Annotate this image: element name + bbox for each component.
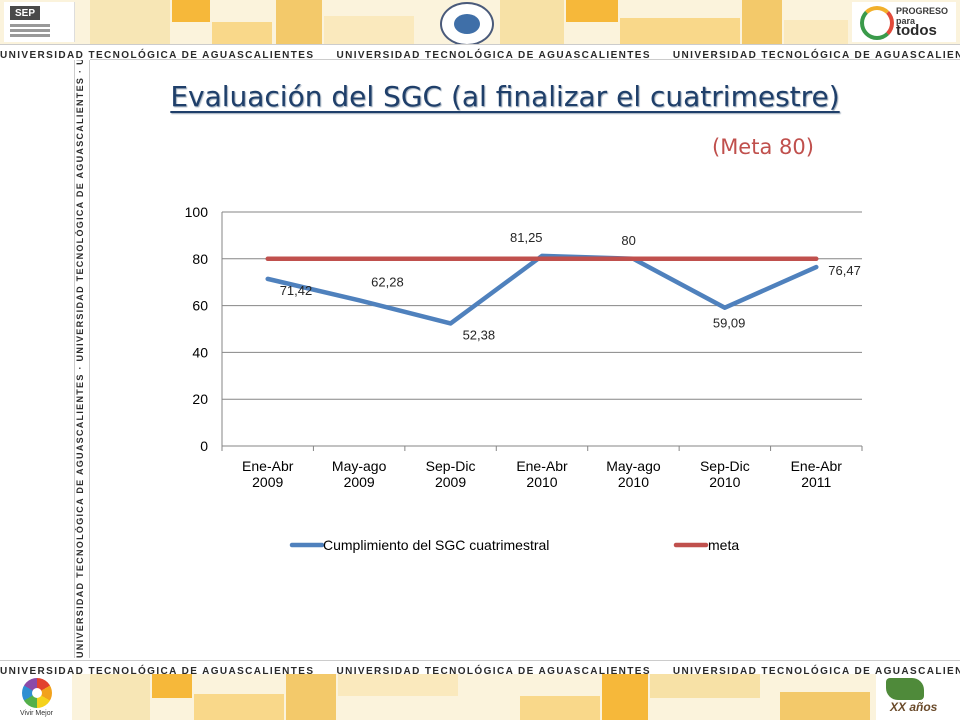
vband-text: UNIVERSIDAD TECNOLÓGICA DE AGUASCALIENTE… <box>75 373 85 658</box>
xx-anos-label: XX años <box>890 700 938 714</box>
legend-label-cumplimiento: Cumplimiento del SGC cuatrimestral <box>323 537 549 553</box>
x-tick-label: Ene-Abr 2011 <box>791 458 843 490</box>
banner-tile <box>338 674 458 696</box>
x-tick-label: May-ago 2009 <box>332 458 387 490</box>
y-tick-label: 100 <box>185 204 209 220</box>
vband-text: UNIVERSIDAD TECNOLÓGICA DE AGUASCALIENTE… <box>75 76 85 362</box>
band-text: UNIVERSIDAD TECNOLÓGICA DE AGUASCALIENTE… <box>672 50 960 60</box>
progreso-text: PROGRESO para todos <box>896 6 949 39</box>
band-text: UNIVERSIDAD TECNOLÓGICA DE AGUASCALIENTE… <box>336 50 651 60</box>
vertical-university-band: UNIVERSIDAD TECNOLÓGICA DE AGUASCALIENTE… <box>74 60 90 658</box>
bottom-banner: Vivir Mejor XX años <box>0 674 960 720</box>
banner-tile <box>324 16 414 44</box>
slide-title: Evaluación del SGC (al finalizar el cuat… <box>170 80 840 113</box>
data-label: 62,28 <box>371 274 404 289</box>
banner-tile <box>172 0 210 22</box>
banner-tile <box>602 674 648 720</box>
data-label: 81,25 <box>510 230 543 245</box>
progreso-circle-icon <box>860 6 894 40</box>
banner-tile <box>620 18 740 44</box>
strip-tile <box>0 78 70 198</box>
banner-tile <box>784 20 848 44</box>
y-tick-label: 20 <box>192 391 208 407</box>
xx-anos-logo: XX años <box>876 674 960 720</box>
data-label: 59,09 <box>713 316 746 331</box>
x-tick-label: May-ago 2010 <box>606 458 661 490</box>
band-text: UNIVERSIDAD TECNOLÓGICA DE AGUASCALIENTE… <box>0 666 315 676</box>
data-label: 80 <box>621 233 635 248</box>
banner-tile <box>650 674 760 698</box>
top-banner: SEP PROGRESO para todos <box>0 0 960 44</box>
banner-tile <box>90 674 150 720</box>
slide-subtitle: (Meta 80) <box>712 135 814 159</box>
x-tick-label: Ene-Abr 2010 <box>516 458 568 490</box>
y-tick-label: 40 <box>192 344 208 360</box>
banner-tile <box>780 692 870 720</box>
banner-tile <box>90 0 170 44</box>
series-line-cumplimiento <box>265 253 819 326</box>
data-label: 52,38 <box>463 327 496 342</box>
banner-tile <box>152 674 192 698</box>
band-text: UNIVERSIDAD TECNOLÓGICA DE AGUASCALIENTE… <box>0 50 315 60</box>
vivir-mejor-logo: Vivir Mejor <box>0 674 72 720</box>
banner-tile <box>276 0 322 44</box>
flower-icon <box>22 678 52 708</box>
sep-badge: SEP <box>10 6 40 20</box>
progreso-line1: PROGRESO <box>896 6 949 16</box>
banner-tile <box>212 22 272 44</box>
sep-text-lines <box>10 24 50 27</box>
sep-logo: SEP <box>4 2 75 42</box>
left-strip <box>0 58 90 658</box>
banner-tile <box>194 694 284 720</box>
y-tick-label: 80 <box>192 251 208 267</box>
progreso-line2: para <box>896 16 916 26</box>
banner-tile <box>742 0 782 44</box>
ut-mark-icon <box>886 678 924 700</box>
x-tick-label: Ene-Abr 2009 <box>242 458 294 490</box>
banner-tile <box>566 0 618 22</box>
legend-label-meta: meta <box>708 537 739 553</box>
x-tick-label: Sep-Dic 2009 <box>426 458 476 490</box>
banner-tile <box>520 696 600 720</box>
data-label: 76,47 <box>828 263 861 278</box>
band-text: UNIVERSIDAD TECNOLÓGICA DE AGUASCALIENTE… <box>672 666 960 676</box>
progreso-para-todos-logo: PROGRESO para todos <box>852 2 956 42</box>
vertical-band-text: UNIVERSIDAD TECNOLÓGICA DE AGUASCALIENTE… <box>75 60 89 658</box>
band-text: UNIVERSIDAD TECNOLÓGICA DE AGUASCALIENTE… <box>336 666 651 676</box>
top-university-band: UNIVERSIDAD TECNOLÓGICA DE AGUASCALIENTE… <box>0 44 960 60</box>
vband-text: UNIVERSIDAD TECNOLÓGICA DE AGUASCALIENTE… <box>75 60 85 65</box>
progreso-line3: todos <box>896 22 937 39</box>
university-seal-icon <box>440 2 494 44</box>
y-tick-label: 60 <box>192 298 208 314</box>
vivir-mejor-label: Vivir Mejor <box>20 710 53 717</box>
banner-tile <box>500 0 564 44</box>
data-label: 71,42 <box>280 283 313 298</box>
y-tick-label: 0 <box>200 438 208 454</box>
x-tick-label: Sep-Dic 2010 <box>700 458 750 490</box>
banner-tile <box>286 674 336 720</box>
